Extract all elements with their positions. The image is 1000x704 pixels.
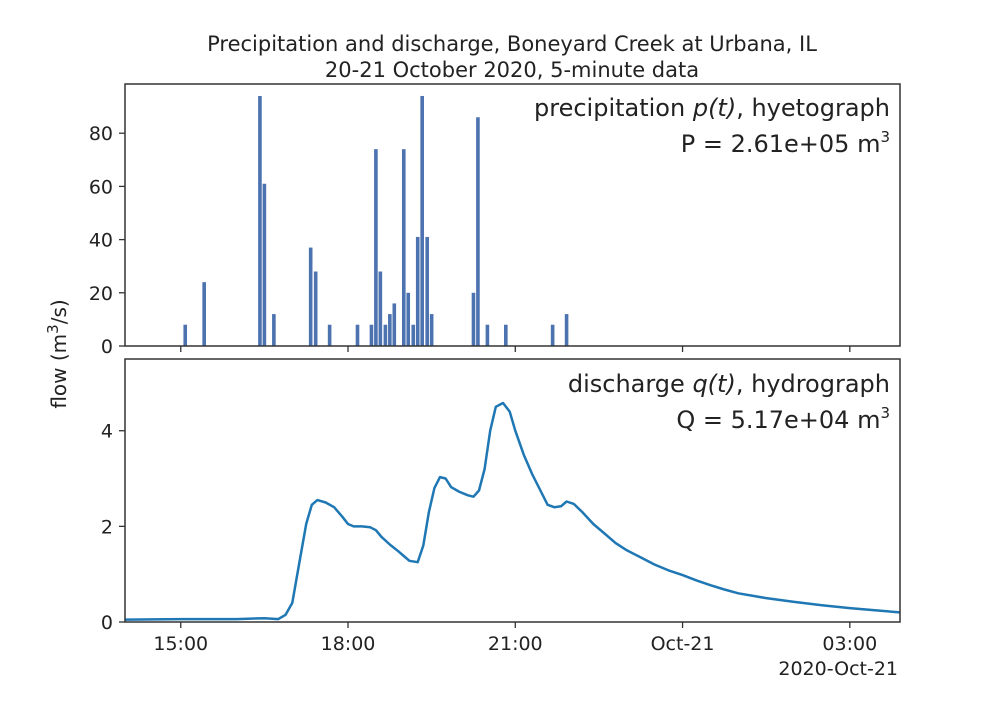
precipitation-bar-3 bbox=[262, 183, 267, 346]
precipitation-y-tick-label-20: 20 bbox=[89, 283, 113, 305]
discharge-y-tick-label-2: 2 bbox=[101, 516, 113, 538]
discharge-y-tick-label-4: 4 bbox=[101, 421, 113, 443]
x-tick-label-3: Oct-21 bbox=[651, 633, 715, 655]
precipitation-label-pre: precipitation bbox=[534, 94, 693, 122]
discharge-y-tick-label-0: 0 bbox=[101, 612, 113, 634]
precipitation-y-tick-label-80: 80 bbox=[89, 123, 113, 145]
precipitation-bar-7 bbox=[327, 324, 332, 346]
discharge-label-pre: discharge bbox=[568, 370, 693, 398]
discharge-total-main: Q = 5.17e+04 m bbox=[676, 406, 880, 434]
x-offset-label: 2020-Oct-21 bbox=[778, 658, 898, 680]
precipitation-bar-11 bbox=[378, 271, 383, 346]
discharge-label-post: , hydrograph bbox=[736, 370, 890, 398]
precipitation-bar-8 bbox=[355, 324, 360, 346]
precipitation-y-tick-label-60: 60 bbox=[89, 176, 113, 198]
precipitation-bar-9 bbox=[369, 324, 374, 346]
precipitation-bar-20 bbox=[425, 236, 429, 346]
x-tick-label-0: 15:00 bbox=[153, 633, 208, 655]
precipitation-bar-5 bbox=[308, 247, 313, 346]
precipitation-bar-1 bbox=[202, 282, 206, 346]
discharge-y-ticks: 0 2 4 bbox=[101, 421, 125, 634]
precipitation-axes-frame bbox=[124, 83, 901, 347]
precipitation-label-var: p(t) bbox=[692, 94, 736, 122]
y-axis-label: flow (m3/s) bbox=[44, 299, 71, 408]
precipitation-label: precipitation p(t), hyetograph bbox=[534, 94, 890, 122]
precipitation-label-post: , hyetograph bbox=[736, 94, 890, 122]
precipitation-bar-10 bbox=[374, 149, 378, 346]
y-axis-label-tail: /s) bbox=[47, 299, 71, 324]
precipitation-bar-14 bbox=[392, 303, 397, 346]
y-axis-label-sup: 3 bbox=[44, 324, 62, 334]
x-tick-label-4: 03:00 bbox=[822, 633, 877, 655]
y-axis-label-main: flow (m bbox=[47, 334, 71, 409]
x-axis-ticks: 15:00 18:00 21:00 Oct-21 03:00 bbox=[153, 346, 877, 655]
precipitation-bar-25 bbox=[504, 324, 508, 346]
discharge-total: Q = 5.17e+04 m3 bbox=[676, 404, 890, 434]
precipitation-bar-4 bbox=[272, 314, 276, 346]
precipitation-bar-6 bbox=[313, 271, 318, 346]
precipitation-bar-27 bbox=[564, 314, 569, 346]
precipitation-bar-22 bbox=[471, 292, 476, 346]
precipitation-bar-21 bbox=[429, 314, 434, 346]
chart-title-line2: 20-21 October 2020, 5-minute data bbox=[325, 58, 699, 82]
precipitation-bar-0 bbox=[183, 324, 188, 346]
discharge-label: discharge q(t), hydrograph bbox=[568, 370, 890, 398]
precipitation-bar-18 bbox=[415, 236, 420, 346]
precipitation-bar-26 bbox=[550, 324, 555, 346]
x-tick-label-1: 18:00 bbox=[321, 633, 376, 655]
precipitation-bars bbox=[183, 95, 569, 346]
chart-title-line1: Precipitation and discharge, Boneyard Cr… bbox=[207, 32, 817, 56]
precipitation-bar-19 bbox=[420, 95, 424, 346]
precipitation-bar-2 bbox=[258, 95, 262, 346]
precipitation-bar-15 bbox=[401, 149, 406, 346]
discharge-axes-frame bbox=[124, 358, 901, 623]
precipitation-bar-17 bbox=[411, 324, 416, 346]
precipitation-y-ticks: 0 20 40 60 80 bbox=[89, 123, 125, 358]
precipitation-bar-13 bbox=[388, 314, 392, 346]
precipitation-bar-23 bbox=[476, 117, 480, 346]
discharge-total-sup: 3 bbox=[880, 404, 890, 422]
precipitation-y-tick-label-0: 0 bbox=[101, 336, 113, 358]
discharge-panel: 0 2 4 15:00 18:00 21:00 Oct-21 03:00 discharge… bbox=[101, 346, 901, 655]
precipitation-y-tick-label-40: 40 bbox=[89, 230, 113, 252]
discharge-label-var: q(t) bbox=[692, 370, 735, 398]
precipitation-total-sup: 3 bbox=[880, 128, 890, 146]
discharge-line bbox=[124, 401, 901, 621]
precipitation-total-main: P = 2.61e+05 m bbox=[681, 130, 881, 158]
precipitation-bar-16 bbox=[406, 292, 411, 346]
precipitation-panel: 0 20 40 60 80 precipitation p(t), hyetograph… bbox=[89, 83, 901, 358]
precipitation-bar-12 bbox=[383, 324, 388, 346]
precipitation-bar-24 bbox=[485, 324, 490, 346]
precipitation-total: P = 2.61e+05 m3 bbox=[681, 128, 890, 158]
x-tick-label-2: 21:00 bbox=[488, 633, 543, 655]
